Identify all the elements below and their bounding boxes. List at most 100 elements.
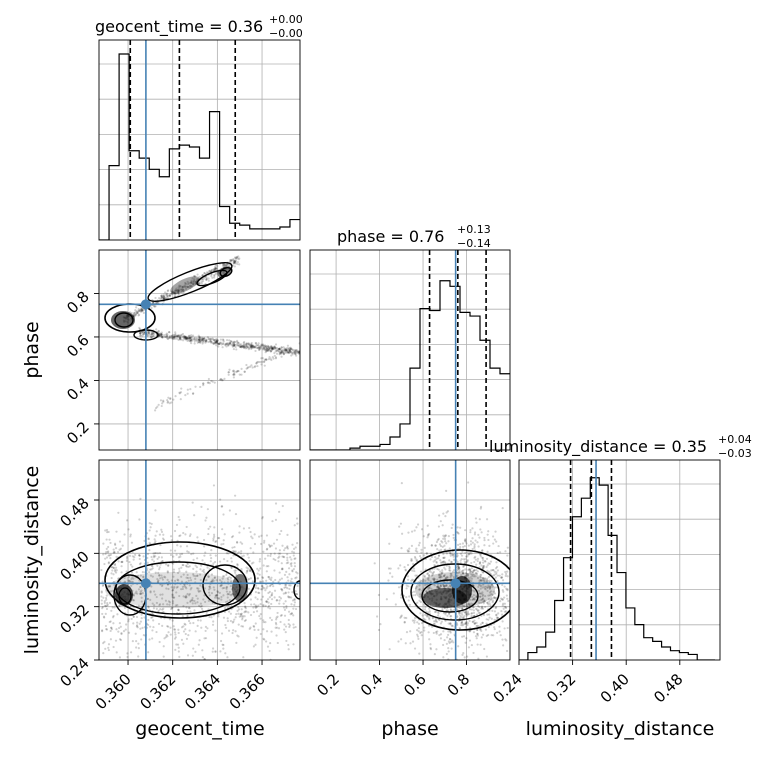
sample-point	[168, 294, 172, 297]
sample-point	[473, 597, 476, 600]
sample-point	[288, 625, 291, 629]
sample-point	[466, 623, 469, 627]
sample-point	[216, 590, 219, 593]
sample-point	[269, 544, 272, 548]
sample-point	[213, 268, 216, 271]
sample-point	[105, 607, 109, 611]
sample-point	[237, 255, 240, 258]
sample-point	[152, 554, 155, 558]
sample-point	[199, 584, 202, 587]
sample-point	[414, 660, 416, 662]
sample-point	[291, 352, 294, 355]
sample-point	[420, 621, 424, 625]
sample-point	[191, 602, 194, 605]
sample-point	[109, 553, 113, 556]
sample-point	[132, 313, 135, 316]
sample-point	[522, 630, 524, 632]
sample-point	[258, 573, 261, 576]
sample-point	[264, 621, 267, 624]
sample-point	[504, 606, 508, 609]
sample-point	[530, 597, 532, 599]
sample-point	[158, 573, 161, 577]
sample-point	[112, 551, 115, 554]
sample-point	[295, 517, 299, 520]
sample-point	[429, 648, 433, 651]
sample-point	[224, 264, 227, 267]
sample-point	[244, 345, 247, 348]
sample-point	[236, 541, 239, 544]
sample-point	[460, 554, 464, 557]
sample-point	[177, 515, 180, 519]
sample-point	[172, 555, 175, 558]
sample-point	[226, 596, 229, 599]
sample-point	[113, 542, 117, 545]
sample-point	[419, 600, 422, 604]
sample-point	[259, 602, 262, 606]
sample-point	[202, 337, 206, 340]
tick-label-luminosity_distance: 0.24	[489, 670, 525, 706]
sample-point	[236, 344, 239, 347]
sample-point	[478, 601, 481, 604]
sample-point	[111, 616, 115, 619]
sample-point	[423, 575, 426, 579]
sample-point	[203, 554, 206, 557]
sample-point	[293, 524, 296, 527]
sample-point	[407, 599, 410, 602]
sample-point	[151, 558, 154, 561]
sample-point	[103, 562, 106, 566]
sample-point	[193, 514, 196, 517]
sample-point	[264, 351, 267, 354]
sample-point	[400, 615, 403, 618]
sample-point	[176, 544, 179, 547]
sample-point	[443, 537, 447, 541]
sample-point	[448, 585, 452, 588]
sample-point	[103, 601, 106, 604]
sample-point	[203, 658, 207, 660]
sample-point	[240, 625, 243, 628]
sample-point	[210, 379, 213, 383]
sample-point	[152, 331, 156, 335]
sample-point	[456, 574, 459, 577]
sample-point	[502, 644, 505, 647]
sample-point	[419, 593, 422, 596]
sample-point	[148, 522, 151, 525]
sample-point	[272, 585, 275, 588]
sample-point	[481, 558, 485, 562]
sample-point	[452, 558, 456, 561]
sample-point	[479, 553, 482, 556]
sample-point	[267, 604, 271, 607]
sample-point	[148, 529, 151, 532]
sample-point	[525, 594, 527, 596]
sample-point	[498, 574, 501, 577]
sample-point	[475, 607, 478, 610]
sample-point	[130, 577, 133, 581]
sample-point	[212, 342, 215, 345]
sample-point	[198, 337, 201, 340]
sample-point	[497, 544, 500, 548]
sample-point	[196, 587, 199, 590]
sample-point	[461, 603, 464, 607]
sample-point	[458, 606, 461, 610]
sample-point	[140, 308, 144, 312]
sample-point	[228, 260, 231, 263]
sample-point	[237, 608, 241, 611]
sample-point	[178, 594, 181, 598]
sample-point	[468, 603, 472, 607]
sample-point	[191, 501, 194, 504]
sample-point	[461, 616, 465, 619]
sample-point	[120, 571, 123, 574]
sample-point	[443, 585, 446, 588]
sample-point	[289, 347, 293, 350]
sample-point	[428, 570, 431, 573]
sample-point	[227, 371, 230, 374]
sample-point	[286, 553, 289, 556]
sample-point	[172, 596, 175, 599]
sample-point	[148, 571, 151, 574]
sample-point	[456, 543, 460, 546]
sample-point	[427, 579, 430, 582]
sample-point	[410, 530, 414, 533]
sample-point	[280, 351, 283, 354]
sample-point	[196, 557, 199, 560]
sample-point	[273, 569, 276, 572]
sample-point	[469, 540, 473, 543]
